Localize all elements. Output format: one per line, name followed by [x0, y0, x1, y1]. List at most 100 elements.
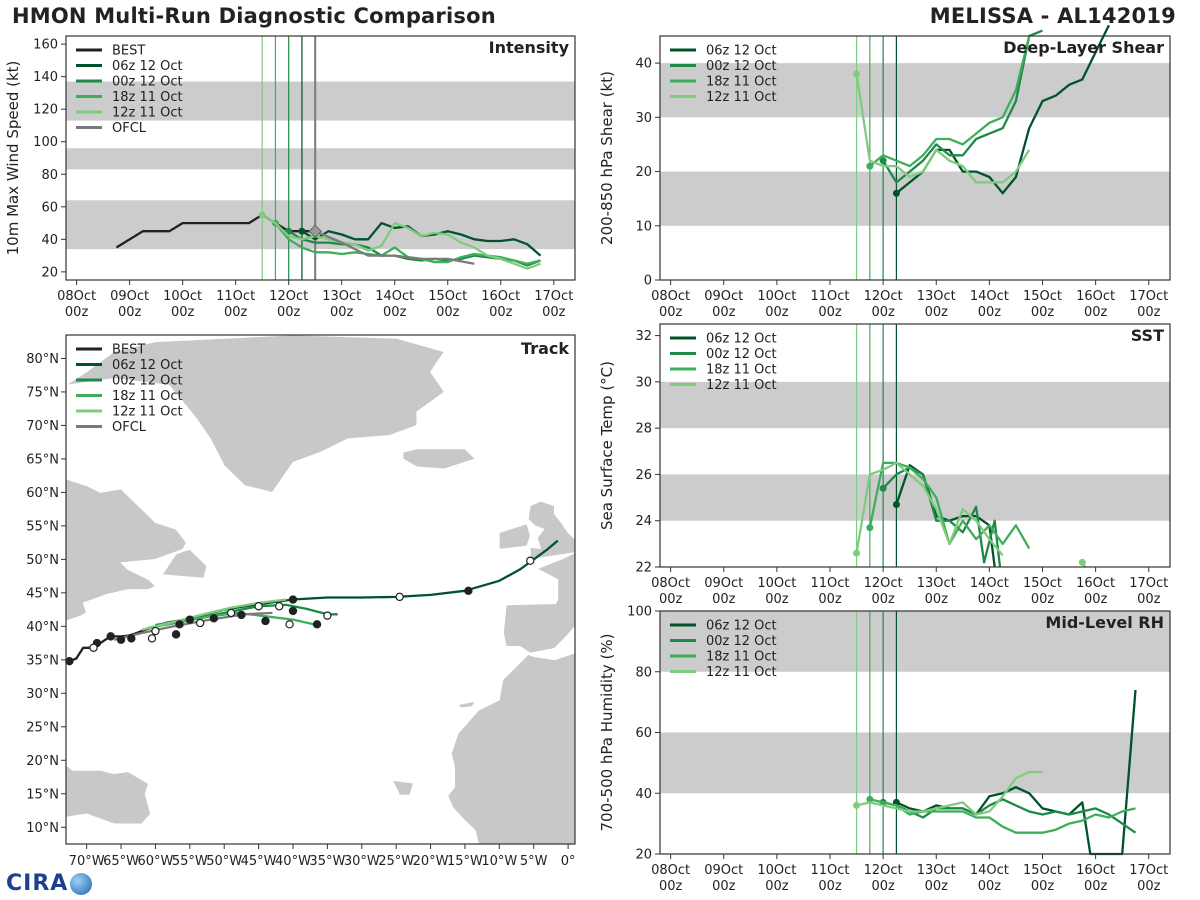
track-position-marker: [526, 556, 535, 565]
shear-xtick-day: 08Oct: [651, 289, 690, 304]
sst-ytick-label: 26: [635, 468, 652, 483]
shear-frame: [659, 35, 1171, 281]
shear-ytick-label: 20: [635, 165, 652, 180]
rh-xtick-day: 09Oct: [704, 863, 743, 878]
intensity-xtick-hour: 00z: [171, 305, 195, 320]
track-lon-label: 50°W: [206, 854, 242, 869]
intensity-ytick-label: 20: [41, 265, 58, 280]
intensity-panel-title: Intensity: [489, 38, 570, 57]
track-legend-label-ofcl: OFCL: [112, 420, 147, 435]
sst-xtick-day: 08Oct: [651, 576, 690, 591]
track-position-marker: [171, 630, 181, 639]
sst-series-12z-11-oct: [855, 461, 1004, 557]
rh-xtick-day: 13Oct: [917, 863, 956, 878]
iberia-france-land: [503, 552, 575, 654]
rh-series-00z-12-oct: [882, 798, 1137, 834]
shear-xtick-hour: 00z: [818, 305, 842, 320]
intensity-band-2: [66, 81, 575, 121]
track-position-marker: [254, 602, 263, 611]
shear-start-point-18z-11-oct: [866, 162, 874, 170]
track-position-marker: [127, 634, 136, 643]
sst-xtick-hour: 00z: [1084, 592, 1108, 607]
shear-ytick-label: 40: [635, 57, 652, 72]
track-landmasses: [66, 335, 575, 844]
track-lon-label: 40°W: [275, 854, 311, 869]
sst-start-point-06z-12-oct: [892, 501, 900, 509]
rh-band-1: [660, 611, 1170, 672]
greenland-land: [66, 335, 445, 493]
rh-xtick-hour: 00z: [1031, 879, 1055, 894]
shear-legend-label-06z-12-oct: 06z 12 Oct: [706, 44, 777, 59]
shear-xtick-day: 09Oct: [704, 289, 743, 304]
track-lon-label: 60°W: [137, 854, 173, 869]
track-position-marker: [275, 602, 284, 611]
track-position-marker: [65, 656, 74, 666]
shear-xtick-hour: 00z: [765, 305, 789, 320]
track-lat-label: 45°N: [26, 586, 59, 601]
intensity-xtick-hour: 00z: [330, 305, 354, 320]
track-legend-label-best: BEST: [112, 343, 145, 358]
sst-band-1: [660, 381, 1170, 429]
intensity-ytick-label: 140: [33, 70, 58, 85]
intensity-ytick-label: 40: [41, 233, 58, 248]
shear-ytick-label: 0: [644, 274, 652, 289]
track-lon-label: 70°W: [69, 854, 105, 869]
sst-xtick-hour: 00z: [818, 592, 842, 607]
rh-panel-title: Mid-Level RH: [1045, 613, 1164, 632]
track-lat-label: 55°N: [26, 519, 59, 534]
rh-panel: 2040608010008Oct00z09Oct00z10Oct00z11Oct…: [598, 605, 1171, 894]
sst-xtick-day: 17Oct: [1129, 576, 1168, 591]
shear-panel-title: Deep-Layer Shear: [1003, 38, 1164, 57]
rh-xtick-day: 11Oct: [810, 863, 849, 878]
intensity-legend-label-00z-12-oct: 00z 12 Oct: [112, 75, 183, 90]
track-panel: 10°N 15°N 20°N 25°N 30°N 35°N 40°N 45°N 50°N 55°N…: [26, 334, 576, 869]
intensity-xtick-hour: 00z: [436, 305, 460, 320]
rh-xtick-day: 17Oct: [1129, 863, 1168, 878]
track-panel-title: Track: [521, 339, 569, 358]
rh-xtick-hour: 00z: [1137, 879, 1161, 894]
rh-xtick-day: 14Oct: [970, 863, 1009, 878]
cira-logo-text: CIRA: [6, 871, 69, 896]
shear-series-18z-11-oct: [869, 35, 1031, 168]
rh-start-point-12z-11-oct: [853, 801, 861, 809]
sst-xtick-hour: 00z: [1031, 592, 1055, 607]
rh-xtick-day: 08Oct: [651, 863, 690, 878]
track-lon-label: 5°W: [520, 854, 548, 869]
intensity-ylabel: 10m Max Wind Speed (kt): [4, 61, 22, 256]
shear-start-point-12z-11-oct: [853, 70, 861, 78]
sst-legend-label-00z-12-oct: 00z 12 Oct: [706, 347, 777, 362]
track-position-marker: [226, 608, 236, 618]
rh-xtick-day: 10Oct: [757, 863, 796, 878]
track-lon-label: 15°W: [447, 854, 483, 869]
track-lon-label: 20°W: [413, 854, 449, 869]
intensity-xtick-hour: 00z: [277, 305, 301, 320]
rh-xtick-hour: 00z: [871, 879, 895, 894]
sst-ytick-label: 22: [635, 561, 652, 576]
track-position-marker: [261, 616, 270, 626]
rh-xtick-hour: 00z: [712, 879, 736, 894]
sst-xtick-hour: 00z: [659, 592, 683, 607]
shear-ytick-label: 30: [635, 111, 652, 126]
shear-ylabel: 200-850 hPa Shear (kt): [598, 71, 616, 245]
rh-ytick-label: 100: [627, 605, 652, 620]
sst-ytick-label: 28: [635, 422, 652, 437]
rh-xtick-day: 15Oct: [1023, 863, 1062, 878]
intensity-xtick-day: 10Oct: [163, 289, 202, 304]
shear-xtick-hour: 00z: [1084, 305, 1108, 320]
track-lat-label: 50°N: [26, 553, 59, 568]
sst-xtick-day: 14Oct: [970, 576, 1009, 591]
intensity-xtick-day: 11Oct: [216, 289, 255, 304]
shear-xtick-day: 11Oct: [810, 289, 849, 304]
track-position-marker: [116, 635, 126, 644]
north-america-land: [66, 335, 187, 622]
intensity-ytick-label: 100: [33, 135, 58, 150]
rh-legend-label-06z-12-oct: 06z 12 Oct: [706, 619, 777, 634]
track-lat-label: 40°N: [26, 620, 59, 635]
intensity-ofcl-marker: [308, 224, 322, 238]
ireland-land: [498, 523, 531, 550]
cape-verde-land: [392, 779, 414, 796]
sst-start-point-18z-11-oct: [866, 524, 874, 532]
track-lon-label: 35°W: [309, 854, 345, 869]
track-position-marker: [395, 592, 404, 602]
